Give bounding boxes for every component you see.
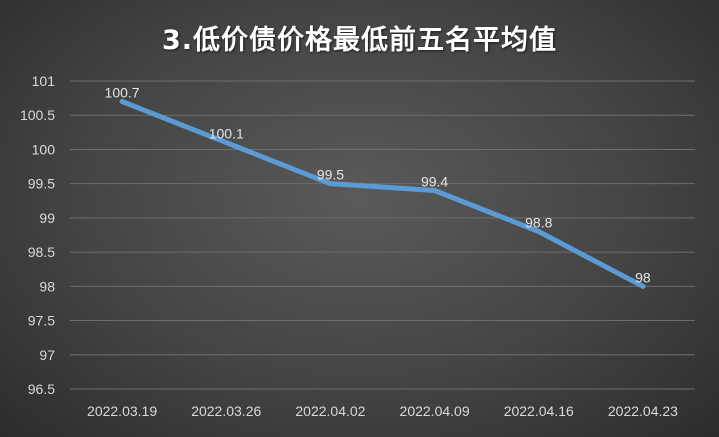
data-label: 99.5	[317, 167, 344, 183]
x-tick-label: 2022.03.19	[87, 403, 157, 419]
data-point	[327, 181, 333, 187]
grid-lines	[70, 80, 695, 390]
y-axis-ticks: 96.5 97 97.5 98 98.5 99 99.5 100 100.5 101	[20, 73, 55, 397]
series-layer	[119, 99, 646, 289]
data-label: 99.4	[421, 174, 448, 190]
y-tick-label: 96.5	[28, 381, 55, 397]
y-tick-label: 98	[39, 278, 55, 294]
data-point	[223, 140, 229, 146]
y-tick-label: 100	[32, 141, 56, 157]
y-tick-label: 101	[32, 73, 56, 89]
data-point	[432, 188, 438, 194]
data-label: 100.7	[105, 85, 140, 101]
x-axis-ticks: 2022.03.19 2022.03.26 2022.04.02 2022.04.09…	[87, 403, 678, 419]
x-tick-label: 2022.04.09	[400, 403, 470, 419]
chart-title: 3.低价债价格最低前五名平均值	[161, 25, 558, 56]
data-point	[536, 229, 542, 235]
data-labels: 100.7 100.1 99.5 99.4 98.8 98	[105, 85, 651, 286]
y-tick-label: 100.5	[20, 107, 55, 123]
y-tick-label: 98.5	[28, 244, 55, 260]
x-tick-label: 2022.03.26	[191, 403, 261, 419]
y-tick-label: 97.5	[28, 313, 55, 329]
data-label: 98.8	[525, 215, 552, 231]
data-point	[119, 99, 125, 105]
x-tick-label: 2022.04.16	[504, 403, 574, 419]
x-tick-label: 2022.04.23	[608, 403, 678, 419]
series-line	[119, 99, 646, 289]
data-point	[640, 283, 646, 289]
x-tick-label: 2022.04.02	[295, 403, 365, 419]
data-label: 100.1	[209, 126, 244, 142]
y-tick-label: 97	[39, 347, 55, 363]
y-tick-label: 99	[39, 210, 55, 226]
data-label: 98	[635, 269, 651, 285]
y-tick-label: 99.5	[28, 176, 55, 192]
